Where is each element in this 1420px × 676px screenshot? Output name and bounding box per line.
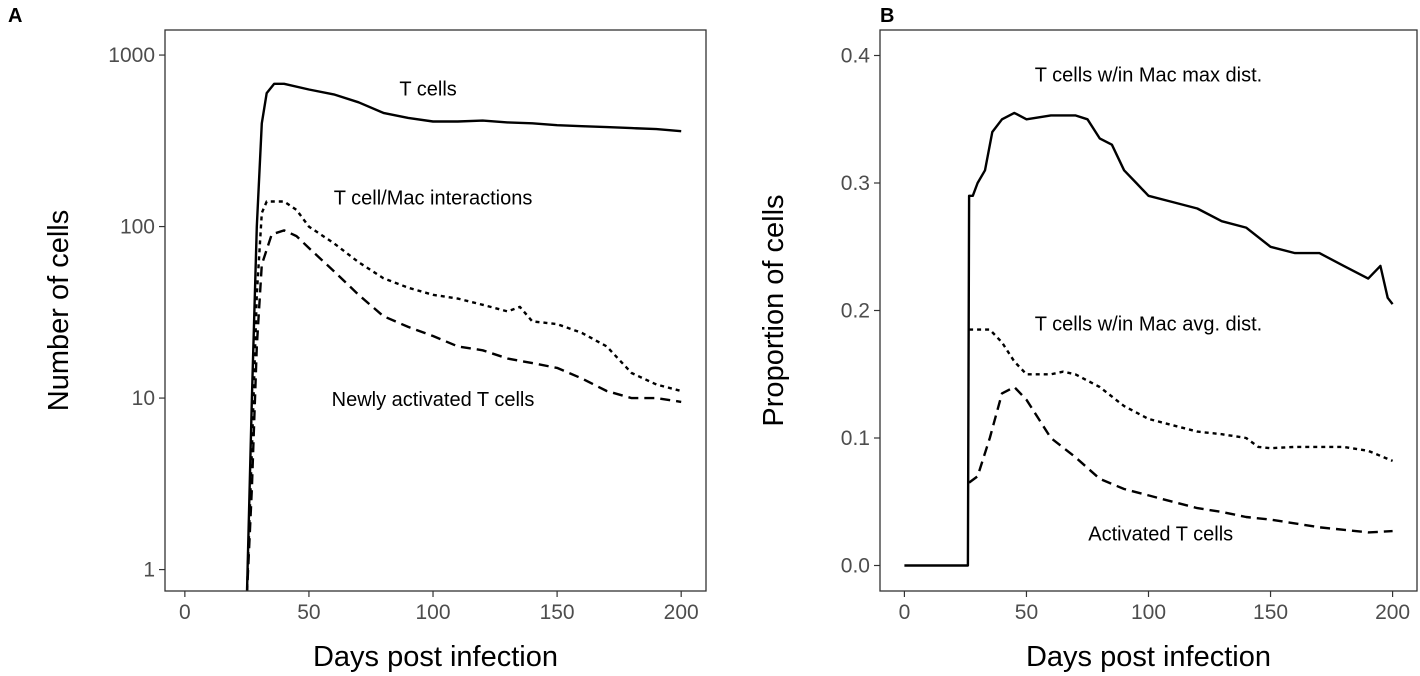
series-line-t-cells-w-in-mac-max-dist-	[904, 111, 1394, 567]
x-axis-title: Days post infection	[313, 641, 558, 673]
annotation: T cell/Mac interactions	[334, 187, 533, 209]
series-line-activated-t-cells	[968, 385, 1393, 534]
x-tick-label: 150	[1253, 601, 1288, 624]
x-tick-label: 0	[179, 601, 191, 624]
panel-b: B 0 50 100 150 200 0.0 0.1 0.2 0.3 0.4 T cells w/in…	[758, 5, 1418, 673]
x-tick-label: 200	[664, 601, 699, 624]
y-axis-title: Proportion of cells	[758, 194, 790, 426]
y-tick-label: 0.1	[841, 427, 870, 450]
annotation: T cells w/in Mac avg. dist.	[1035, 313, 1262, 335]
x-tick-label: 150	[540, 601, 575, 624]
panel-letter: A	[8, 5, 22, 27]
x-tick-label: 100	[1131, 601, 1166, 624]
y-tick-label: 0.4	[841, 45, 871, 68]
y-tick-label: 0.3	[841, 172, 870, 195]
annotation: Activated T cells	[1088, 524, 1233, 546]
annotation: Newly activated T cells	[332, 389, 535, 411]
x-axis-title: Days post infection	[1026, 641, 1271, 673]
series-line-t-cell-mac-interactions	[245, 200, 682, 591]
x-tick-label: 100	[415, 601, 450, 624]
annotation: T cells	[399, 78, 456, 100]
annotation: T cells w/in Mac max dist.	[1035, 65, 1262, 87]
y-axis-title: Number of cells	[43, 210, 75, 411]
panel-letter: B	[880, 5, 894, 27]
y-tick-label: 1	[143, 559, 155, 582]
y-tick-label: 100	[120, 216, 155, 239]
series-line-t-cells-w-in-mac-avg-dist-	[969, 328, 1394, 463]
x-tick-label: 50	[297, 601, 320, 624]
y-tick-label: 0.2	[841, 300, 870, 323]
x-tick-label: 50	[1015, 601, 1038, 624]
plot-frame	[164, 29, 707, 592]
series-line-t-cells	[245, 82, 682, 591]
plot-frame	[879, 29, 1418, 592]
x-tick-label: 200	[1375, 601, 1410, 624]
series-line-newly-activated-t-cells	[245, 229, 682, 591]
y-tick-label: 10	[132, 387, 155, 410]
x-tick-label: 0	[899, 601, 911, 624]
panel-a: A 0 50 100 150 200 1 10 100 1000 T cells T cell/Mac…	[8, 5, 707, 673]
y-tick-label: 0.0	[841, 555, 870, 578]
y-tick-label: 1000	[108, 44, 155, 67]
